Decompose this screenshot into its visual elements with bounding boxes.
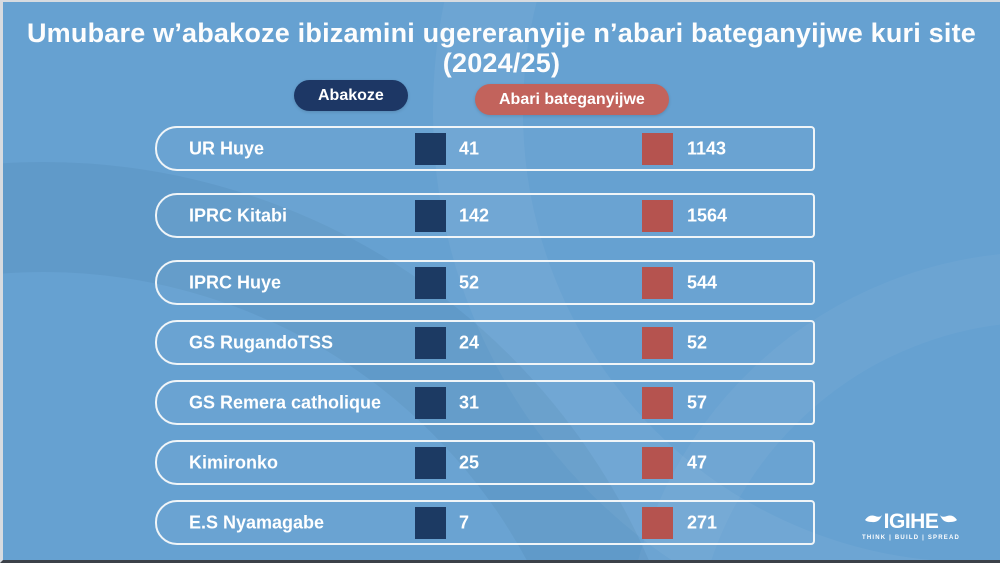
site-label: E.S Nyamagabe — [189, 512, 325, 532]
abari-value: 1143 — [687, 138, 727, 158]
abakoze-value: 142 — [459, 205, 490, 225]
abari-swatch — [642, 446, 673, 479]
chart-title-line1: Umubare w’abakoze ibizamini ugereranyije… — [26, 18, 976, 48]
legend-abari-label: Abari bateganyijwe — [499, 90, 645, 108]
abari-value: 271 — [687, 512, 718, 532]
abari-swatch — [642, 326, 673, 359]
igihe-logo: IGIHE THINK | BUILD | SPREAD — [859, 510, 963, 541]
legend-abakoze-label: Abakoze — [318, 86, 384, 104]
abakoze-value: 41 — [459, 138, 480, 158]
abari-swatch — [642, 386, 673, 419]
site-label: GS Remera catholique — [189, 392, 382, 412]
chart-title: Umubare w’abakoze ibizamini ugereranyije… — [3, 18, 1000, 78]
site-row: IPRC Huye 52 544 — [155, 260, 815, 305]
site-row: UR Huye 41 1143 — [155, 126, 815, 171]
abakoze-swatch — [415, 326, 446, 359]
legend-abari-bateganyijwe: Abari bateganyijwe — [475, 84, 669, 115]
abakoze-swatch — [415, 266, 446, 299]
abakoze-swatch — [415, 132, 446, 165]
site-row: IPRC Kitabi 142 1564 — [155, 193, 815, 238]
site-label: IPRC Huye — [189, 272, 282, 292]
chart-title-line2: (2024/25) — [442, 48, 561, 78]
site-row: GS Remera catholique 31 57 — [155, 380, 815, 425]
site-label: GS RugandoTSS — [189, 332, 333, 352]
site-row: Kimironko 25 47 — [155, 440, 815, 485]
site-label: UR Huye — [189, 138, 265, 158]
abakoze-value: 7 — [459, 512, 470, 532]
logo-left-swoosh-icon — [864, 513, 882, 531]
abakoze-swatch — [415, 446, 446, 479]
site-row: GS RugandoTSS 24 52 — [155, 320, 815, 365]
abakoze-swatch — [415, 386, 446, 419]
logo-tagline: THINK | BUILD | SPREAD — [861, 535, 961, 541]
site-label: IPRC Kitabi — [189, 205, 288, 225]
abari-value: 1564 — [687, 205, 728, 225]
abakoze-value: 52 — [459, 272, 480, 292]
abakoze-value: 24 — [459, 332, 480, 352]
logo-text: IGIHE — [883, 510, 939, 533]
abari-swatch — [642, 132, 673, 165]
abari-swatch — [642, 199, 673, 232]
legend-abakoze: Abakoze — [294, 80, 408, 111]
abari-value: 544 — [687, 272, 718, 292]
logo-right-swoosh-icon — [940, 513, 958, 531]
site-row: E.S Nyamagabe 7 271 — [155, 500, 815, 545]
site-label: Kimironko — [189, 452, 279, 472]
abakoze-value: 31 — [459, 392, 480, 412]
abari-swatch — [642, 506, 673, 539]
abari-swatch — [642, 266, 673, 299]
abari-value: 47 — [687, 452, 708, 472]
site-list: UR Huye 41 1143 IPRC Kitabi 142 1564 IPR… — [155, 126, 815, 560]
abakoze-swatch — [415, 199, 446, 232]
abari-value: 57 — [687, 392, 708, 412]
abakoze-swatch — [415, 506, 446, 539]
abari-value: 52 — [687, 332, 708, 352]
abakoze-value: 25 — [459, 452, 480, 472]
